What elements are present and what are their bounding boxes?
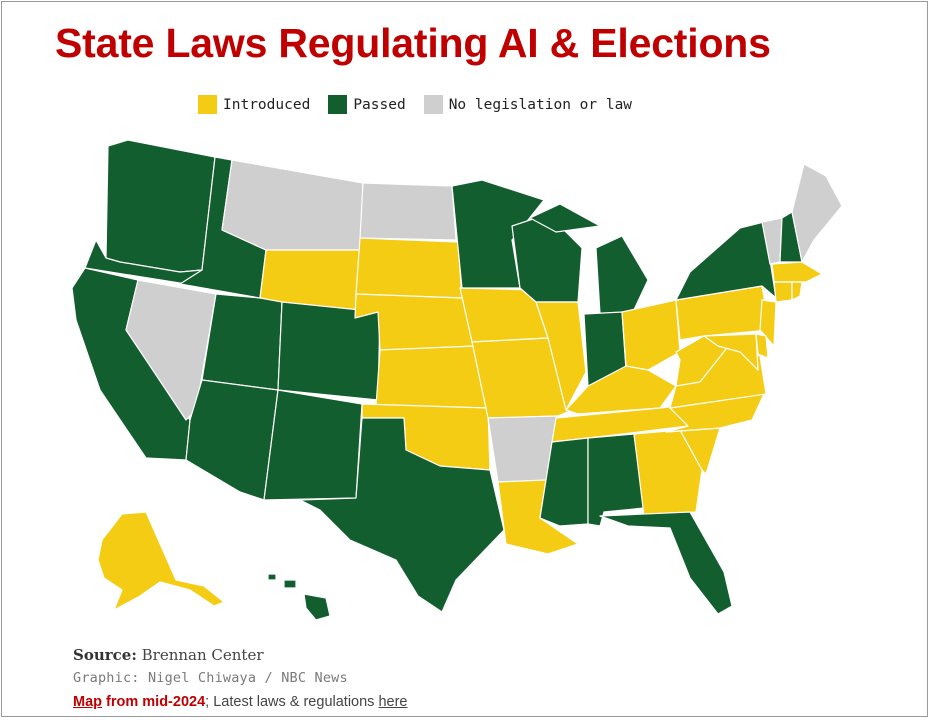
state-north-dakota[interactable] — [359, 182, 457, 241]
legend-swatch-passed — [328, 95, 348, 114]
latest-laws-text: Latest laws & regulations — [213, 694, 375, 710]
state-colorado[interactable] — [277, 301, 381, 401]
source-label: Source: — [73, 646, 137, 664]
graphic-credit: Graphic: Nigel Chiwaya / NBC News — [73, 670, 348, 686]
state-ohio[interactable] — [621, 299, 681, 371]
state-alaska[interactable] — [97, 511, 225, 611]
source-value: Brennan Center — [141, 646, 264, 664]
legend: Introduced Passed No legislation or law — [198, 95, 650, 114]
state-utah[interactable] — [201, 293, 283, 391]
state-massachusetts[interactable] — [771, 261, 823, 283]
state-montana[interactable] — [221, 159, 364, 251]
map-title: State Laws Regulating AI & Elections — [55, 20, 771, 66]
legend-label-introduced: Introduced — [223, 96, 311, 113]
map-date-note: from mid-2024 — [106, 694, 206, 710]
note-separator: ; — [205, 694, 210, 710]
state-michigan[interactable] — [529, 203, 649, 315]
legend-item-introduced: Introduced — [198, 95, 310, 114]
legend-label-passed: Passed — [353, 96, 406, 113]
legend-label-none: No legislation or law — [448, 96, 633, 113]
map-link[interactable]: Map — [73, 694, 102, 710]
state-connecticut[interactable] — [773, 281, 793, 303]
state-maryland[interactable] — [703, 333, 759, 371]
legend-item-passed: Passed — [328, 95, 406, 114]
legend-swatch-introduced — [198, 95, 217, 114]
here-link[interactable]: here — [378, 694, 408, 710]
state-illinois[interactable] — [535, 301, 587, 411]
state-south-dakota[interactable] — [355, 237, 463, 299]
legend-item-none: No legislation or law — [423, 95, 633, 114]
state-hawaii[interactable] — [267, 573, 331, 621]
legend-swatch-none — [423, 95, 443, 114]
state-arizona[interactable] — [185, 379, 279, 501]
state-new-jersey[interactable] — [759, 299, 777, 347]
state-kansas[interactable] — [375, 345, 489, 409]
state-kentucky[interactable] — [565, 365, 677, 415]
state-texas[interactable] — [299, 417, 505, 613]
state-rhode-island[interactable] — [791, 281, 803, 301]
state-missouri[interactable] — [471, 337, 573, 419]
map-note: Map from mid-2024; Latest laws & regulat… — [73, 694, 407, 710]
state-new-mexico[interactable] — [263, 389, 363, 501]
state-washington[interactable] — [105, 139, 216, 273]
state-maine[interactable] — [791, 163, 843, 263]
source-line: Source: Brennan Center — [73, 646, 264, 664]
state-florida[interactable] — [599, 511, 733, 615]
state-delaware[interactable] — [755, 333, 769, 359]
